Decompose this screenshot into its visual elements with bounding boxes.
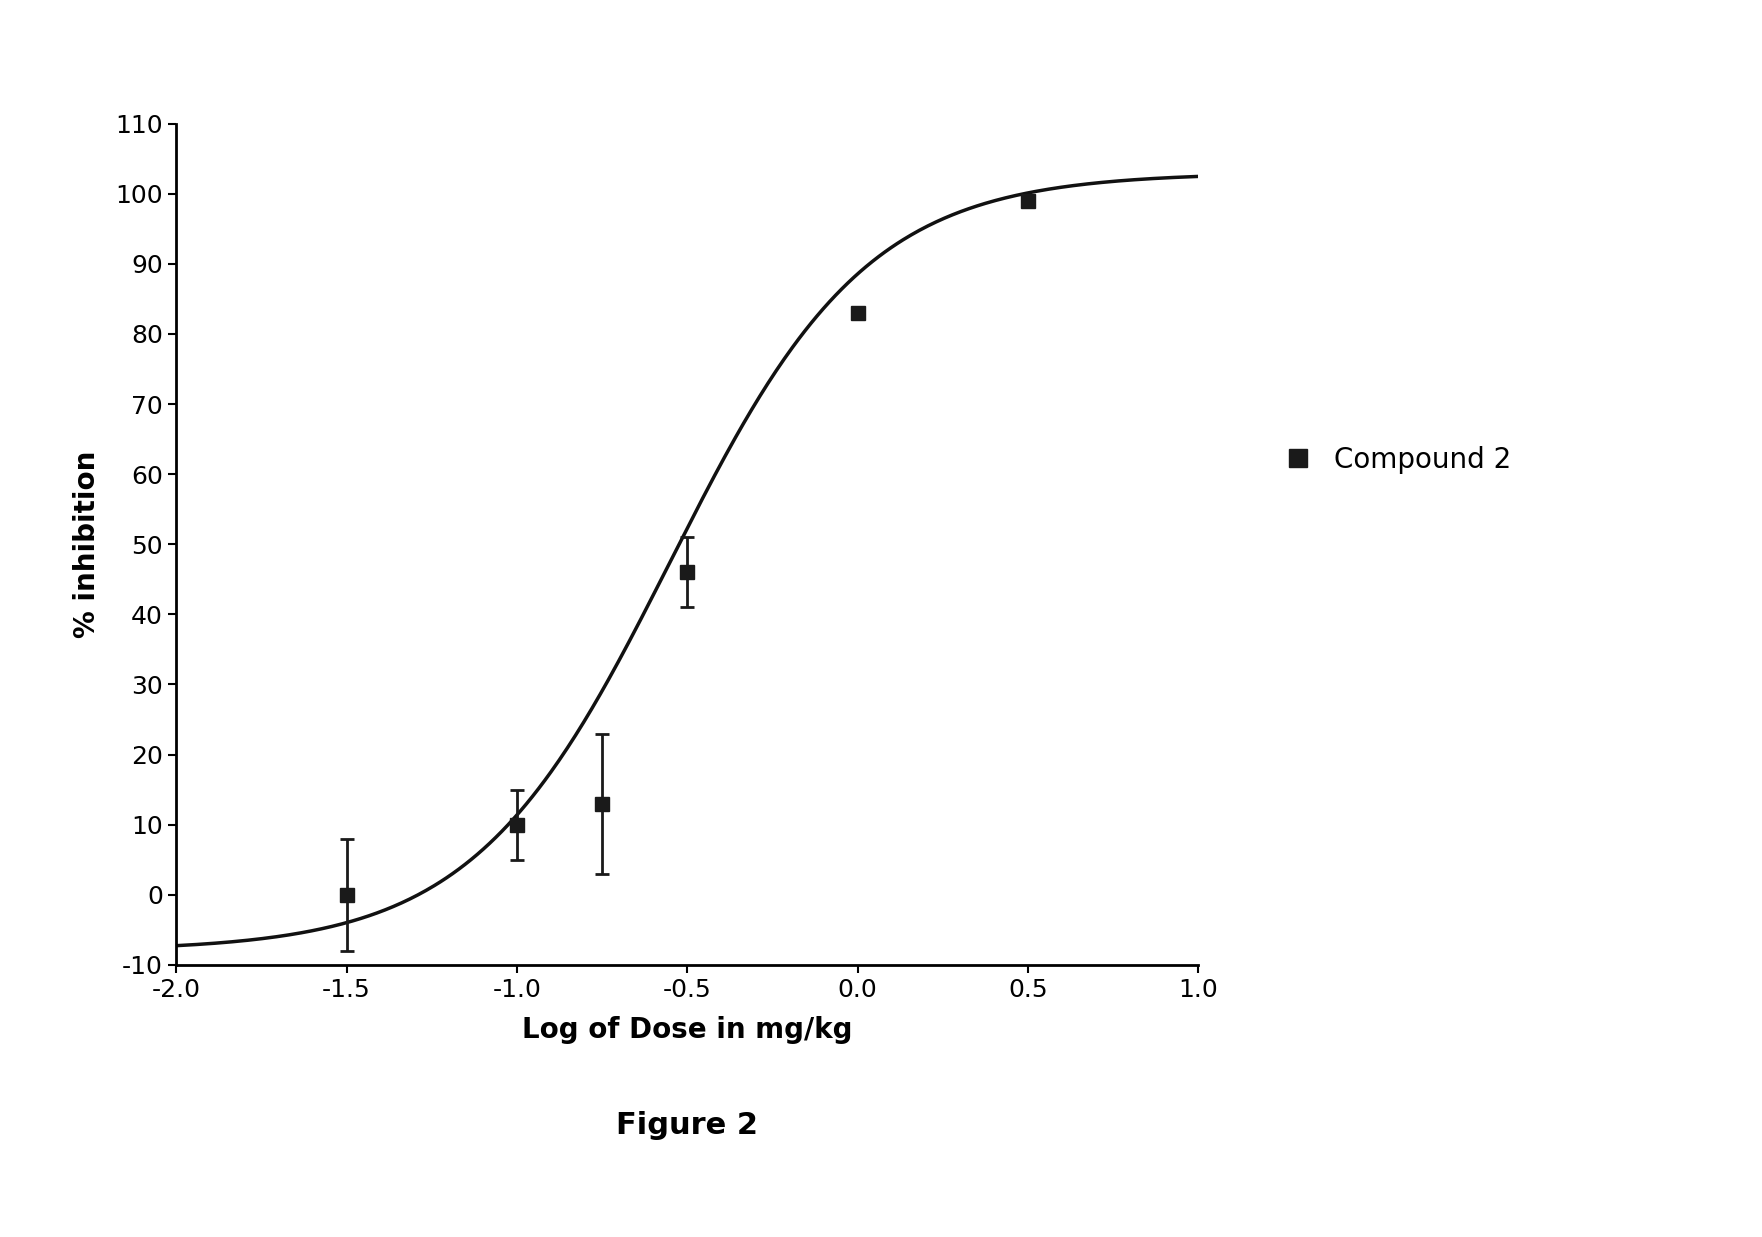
Legend: Compound 2: Compound 2 [1274, 435, 1522, 485]
Y-axis label: % inhibition: % inhibition [74, 450, 102, 638]
X-axis label: Log of Dose in mg/kg: Log of Dose in mg/kg [522, 1016, 853, 1044]
Text: Figure 2: Figure 2 [617, 1111, 758, 1141]
